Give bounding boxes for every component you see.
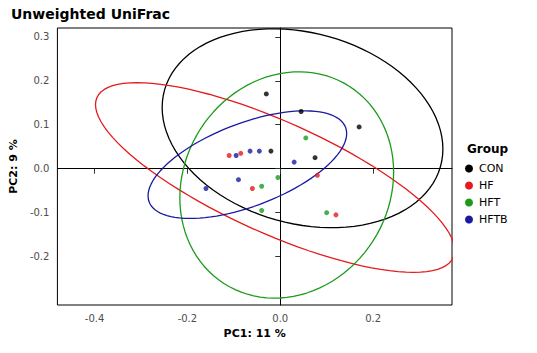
svg-text:CON: CON [479, 162, 504, 175]
svg-text:0.2: 0.2 [34, 75, 50, 86]
svg-text:PC2: 9 %: PC2: 9 % [7, 139, 20, 194]
svg-text:Unweighted UniFrac: Unweighted UniFrac [11, 6, 170, 22]
svg-text:0.3: 0.3 [34, 31, 50, 42]
svg-text:HF: HF [479, 179, 494, 192]
svg-text:0.2: 0.2 [365, 313, 381, 324]
svg-text:HFT: HFT [479, 196, 500, 209]
svg-text:0.1: 0.1 [34, 119, 50, 130]
svg-text:-0.2: -0.2 [178, 313, 198, 324]
svg-text:-0.1: -0.1 [30, 207, 50, 218]
svg-text:-0.4: -0.4 [85, 313, 105, 324]
svg-text:PC1: 11 %: PC1: 11 % [224, 327, 286, 340]
svg-text:HFTB: HFTB [479, 213, 508, 226]
svg-text:-0.2: -0.2 [30, 251, 50, 262]
svg-text:Group: Group [467, 142, 509, 156]
svg-text:0.0: 0.0 [34, 163, 50, 174]
svg-text:0.0: 0.0 [272, 313, 288, 324]
